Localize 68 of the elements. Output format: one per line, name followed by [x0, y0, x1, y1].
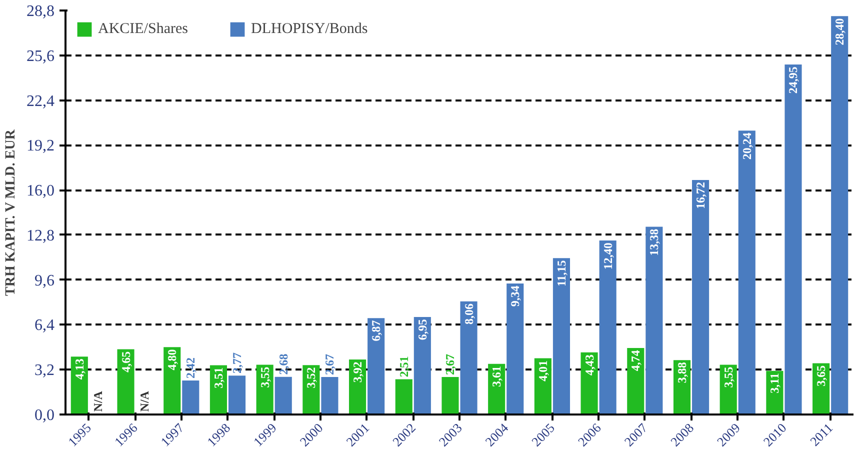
data-label: 3,11: [768, 372, 782, 394]
data-label: 24,95: [786, 66, 800, 94]
legend-label: AKCIE/Shares: [98, 20, 188, 38]
data-label: 2,67: [443, 354, 458, 375]
x-tick-label: 2001: [343, 420, 372, 450]
data-label: 2,77: [230, 352, 244, 374]
data-label: 11,15: [554, 260, 568, 287]
y-tick-label: 28,8: [26, 3, 54, 20]
y-tick-label: 16,0: [26, 182, 54, 200]
bar: [117, 349, 134, 414]
bar: [506, 283, 524, 414]
bar: [831, 16, 848, 414]
data-label: 2,68: [276, 354, 290, 375]
y-tick-label: 12,8: [26, 227, 54, 244]
data-label: 3,65: [814, 365, 828, 386]
data-label: 28,40: [832, 18, 847, 46]
data-label: 3,55: [258, 366, 272, 388]
bar: [395, 379, 412, 414]
data-label: 6,95: [415, 319, 430, 340]
bar: [460, 301, 478, 414]
data-label: 12,40: [600, 242, 615, 270]
bar: [552, 258, 570, 414]
text: N/A: [137, 391, 152, 412]
bar: [784, 64, 802, 414]
bar: [692, 180, 710, 414]
y-tick-label: 3,2: [34, 362, 54, 380]
bar: [442, 377, 459, 414]
bar: [368, 318, 385, 414]
data-label: 6,87: [369, 320, 384, 342]
text: N/A: [90, 391, 105, 412]
bar: [414, 317, 431, 414]
y-tick-label: 22,4: [26, 92, 54, 110]
data-label: 8,06: [462, 304, 476, 325]
data-label: 16,72: [694, 182, 708, 210]
data-label: 4,65: [118, 351, 133, 372]
data-label: 3,52: [304, 367, 318, 388]
legend-label: DLHOPISY/Bonds: [251, 20, 368, 38]
bar: [646, 226, 663, 414]
data-label: 3,51: [211, 367, 226, 388]
data-label: 2,42: [184, 357, 198, 378]
y-tick-label: 0,0: [34, 407, 54, 424]
y-tick-label: 19,2: [26, 138, 54, 155]
data-label: 4,74: [628, 350, 643, 372]
data-label: 2,67: [322, 354, 337, 375]
data-label: 4,43: [582, 354, 596, 376]
bar: [738, 130, 756, 414]
data-label: 4,01: [536, 360, 550, 382]
y-tick-label: 25,6: [26, 48, 54, 65]
bar: [274, 376, 292, 414]
data-label: 4,13: [72, 358, 86, 380]
data-label: 13,38: [647, 228, 662, 256]
bar: [321, 377, 338, 414]
data-label: 3,61: [490, 366, 504, 387]
data-label: 3,88: [674, 362, 689, 384]
data-label: 4,80: [165, 349, 180, 370]
bar: [599, 240, 616, 414]
y-axis-title: TRH KAPIT. V MLD. EUR: [4, 128, 18, 296]
y-tick-label: 9,6: [34, 272, 54, 290]
data-label: 2,51: [396, 356, 411, 378]
x-tick-label: 2011: [806, 420, 836, 449]
bar: [627, 348, 644, 414]
data-label: 9,34: [508, 286, 522, 307]
bar: [182, 380, 200, 414]
bar: [228, 376, 246, 414]
data-label: 20,24: [740, 132, 754, 160]
data-label: 3,92: [350, 362, 365, 383]
data-label: 3,55: [721, 366, 736, 388]
y-tick-label: 6,4: [34, 317, 54, 334]
